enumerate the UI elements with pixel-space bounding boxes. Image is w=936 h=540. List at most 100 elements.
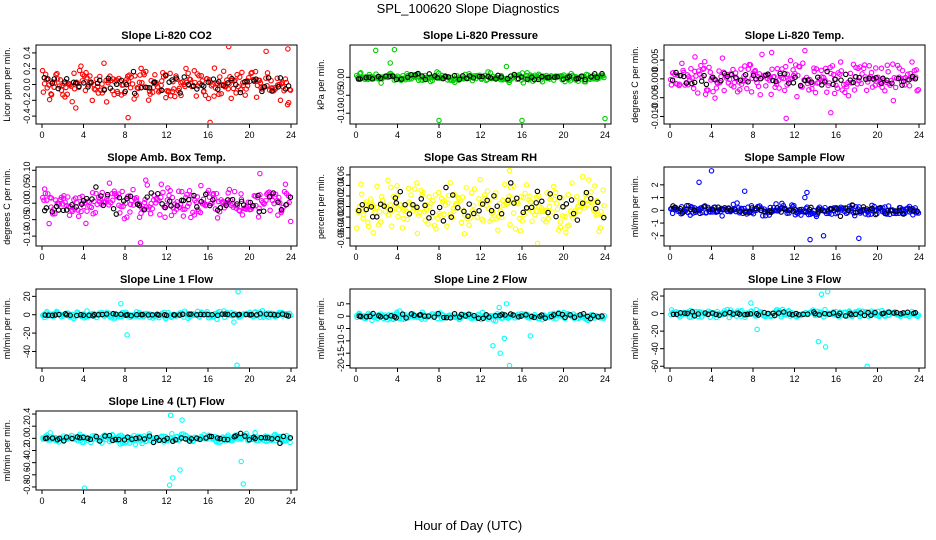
data-point xyxy=(712,76,718,83)
data-point xyxy=(853,74,859,80)
data-point xyxy=(758,205,765,211)
data-point xyxy=(713,85,720,91)
data-point xyxy=(243,86,249,92)
data-point xyxy=(852,212,858,219)
data-point xyxy=(914,88,920,94)
data-point xyxy=(220,68,227,75)
data-point xyxy=(579,200,586,206)
x-tick-label: 24 xyxy=(914,374,924,384)
data-point xyxy=(706,206,712,212)
data-point xyxy=(132,441,139,448)
data-point xyxy=(217,205,224,211)
x-tick-label: 0 xyxy=(39,252,44,262)
data-point xyxy=(229,196,236,203)
data-point xyxy=(57,77,64,83)
data-point xyxy=(42,312,48,318)
data-point xyxy=(703,209,710,216)
x-tick-label: 24 xyxy=(600,252,610,262)
data-point xyxy=(520,80,527,86)
data-point xyxy=(143,68,149,75)
data-point xyxy=(229,75,235,82)
y-tick-label: -60 xyxy=(650,360,660,373)
data-point xyxy=(287,87,294,93)
data-point xyxy=(584,201,591,208)
data-point xyxy=(909,59,915,65)
data-point xyxy=(365,223,372,230)
data-point xyxy=(205,187,212,194)
data-point xyxy=(250,202,256,209)
data-point xyxy=(508,180,514,186)
data-point xyxy=(818,67,825,74)
data-point xyxy=(792,74,798,80)
data-point xyxy=(510,210,517,216)
data-point xyxy=(49,435,56,441)
data-point xyxy=(180,213,187,219)
data-point xyxy=(885,203,892,209)
data-point xyxy=(124,434,131,440)
data-point xyxy=(152,72,158,78)
data-point xyxy=(695,90,701,96)
data-point xyxy=(441,314,447,321)
data-point xyxy=(767,207,773,214)
data-point xyxy=(460,73,466,79)
y-tick-label: 0.00 xyxy=(336,69,346,87)
data-point xyxy=(83,220,89,227)
outlier-point xyxy=(822,344,829,350)
data-point xyxy=(72,80,79,86)
data-point xyxy=(282,181,289,187)
data-point xyxy=(166,198,173,204)
outlier-point xyxy=(527,333,534,339)
data-point xyxy=(168,203,174,209)
data-point xyxy=(731,79,738,86)
data-point xyxy=(146,88,153,95)
data-point xyxy=(599,70,605,77)
data-point xyxy=(890,97,897,104)
data-point xyxy=(580,311,587,317)
data-point xyxy=(397,188,404,195)
data-point xyxy=(278,206,285,213)
outlier-point xyxy=(263,48,269,55)
data-point xyxy=(124,214,130,220)
data-point xyxy=(164,435,170,442)
x-tick-label: 24 xyxy=(600,374,610,384)
data-point xyxy=(257,311,263,317)
data-point xyxy=(167,70,173,77)
data-point xyxy=(156,312,162,318)
data-point xyxy=(411,312,417,319)
data-point xyxy=(682,310,688,316)
data-point xyxy=(418,196,425,202)
data-point xyxy=(73,105,79,111)
data-point xyxy=(399,225,406,231)
data-point xyxy=(742,72,749,78)
y-tick-label: -0.05 xyxy=(22,209,32,230)
data-point xyxy=(567,312,573,318)
data-point xyxy=(426,71,433,77)
data-point xyxy=(670,311,677,318)
data-point xyxy=(218,90,224,97)
data-point xyxy=(389,207,396,213)
outlier-point xyxy=(503,301,510,307)
data-point xyxy=(451,72,458,79)
y-tick-label: 0.2 xyxy=(22,420,32,433)
data-point xyxy=(270,190,276,196)
data-point xyxy=(465,213,471,219)
data-point xyxy=(813,66,820,72)
data-point xyxy=(538,312,545,318)
y-tick-label: 0.000 xyxy=(650,68,660,91)
data-point xyxy=(885,208,891,214)
data-point xyxy=(787,57,794,64)
y-tick-label: -0.06 xyxy=(336,228,346,249)
data-point xyxy=(736,311,743,317)
data-point xyxy=(135,85,141,92)
data-point xyxy=(208,433,215,440)
data-point xyxy=(775,310,782,316)
data-point xyxy=(180,197,187,204)
data-point xyxy=(414,230,421,237)
data-point xyxy=(784,71,791,78)
data-point xyxy=(476,73,483,80)
data-point xyxy=(522,190,528,197)
data-point xyxy=(450,192,456,198)
x-tick-label: 0 xyxy=(39,130,44,140)
